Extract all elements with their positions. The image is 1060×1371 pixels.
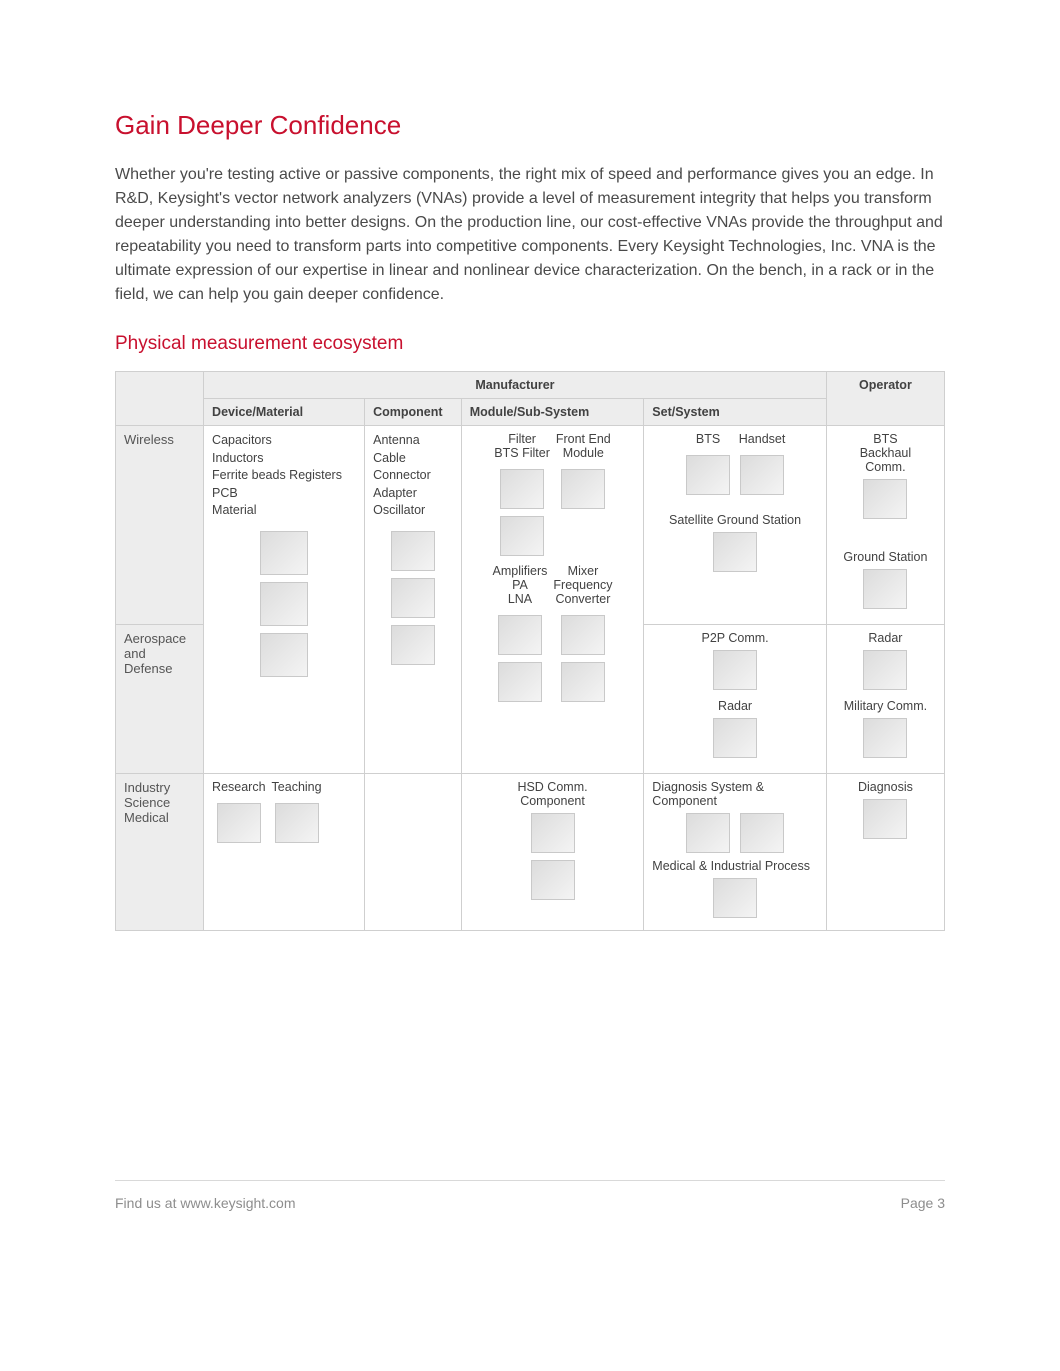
placeholder-image-icon [275, 803, 319, 843]
cell-set-system: Diagnosis System & Component Medical & I… [644, 774, 827, 931]
page-title: Gain Deeper Confidence [115, 110, 945, 141]
col-module: Module/Sub-System [461, 399, 644, 426]
placeholder-image-icon [713, 718, 757, 758]
placeholder-image-icon [561, 662, 605, 702]
module-label: Amplifiers PA LNA [493, 564, 548, 606]
page-footer: Find us at www.keysight.com Page 3 [115, 1180, 945, 1211]
header-blank [116, 372, 204, 426]
placeholder-image-icon [713, 650, 757, 690]
device-label: Research [212, 780, 266, 794]
module-label: Filter BTS Filter [494, 432, 550, 460]
module-label: Front End Module [556, 432, 611, 460]
cell-device-material: Research Teaching [204, 774, 365, 931]
operator-label: Diagnosis [835, 780, 936, 794]
intro-paragraph: Whether you're testing active or passive… [115, 163, 945, 307]
placeholder-image-icon [740, 813, 784, 853]
placeholder-image-icon [740, 455, 784, 495]
cell-device-material: Capacitors Inductors Ferrite beads Regis… [204, 426, 365, 774]
placeholder-image-icon [260, 582, 308, 626]
ecosystem-table: Manufacturer Operator Device/Material Co… [115, 371, 945, 931]
placeholder-image-icon [686, 813, 730, 853]
placeholder-image-icon [391, 625, 435, 665]
placeholder-image-icon [500, 469, 544, 509]
component-list: Antenna Cable Connector Adapter Oscillat… [373, 432, 453, 520]
operator-label: Radar [835, 631, 936, 645]
placeholder-image-icon [561, 615, 605, 655]
footer-right: Page 3 [901, 1195, 945, 1211]
placeholder-image-icon [713, 878, 757, 918]
operator-label: Ground Station [835, 550, 936, 564]
placeholder-image-icon [260, 531, 308, 575]
col-set-system: Set/System [644, 399, 827, 426]
module-label: HSD Comm. Component [470, 780, 636, 808]
device-label: Teaching [272, 780, 322, 794]
placeholder-image-icon [498, 615, 542, 655]
cell-operator: BTS Backhaul Comm. Ground Station [826, 426, 944, 625]
cell-component: Antenna Cable Connector Adapter Oscillat… [365, 426, 462, 774]
placeholder-image-icon [863, 650, 907, 690]
placeholder-image-icon [391, 531, 435, 571]
placeholder-image-icon [391, 578, 435, 618]
set-label: BTS [696, 432, 720, 446]
cell-module: Filter BTS Filter Front End Module Ampli… [461, 426, 644, 774]
col-component: Component [365, 399, 462, 426]
header-manufacturer: Manufacturer [204, 372, 827, 399]
cell-operator: Radar Military Comm. [826, 625, 944, 774]
placeholder-image-icon [686, 455, 730, 495]
footer-left: Find us at www.keysight.com [115, 1195, 296, 1211]
placeholder-image-icon [863, 479, 907, 519]
cell-module: HSD Comm. Component [461, 774, 644, 931]
placeholder-image-icon [561, 469, 605, 509]
cell-component-empty [365, 774, 462, 931]
table-row: Industry Science Medical Research Teachi… [116, 774, 945, 931]
row-label-wireless: Wireless [116, 426, 204, 625]
set-label: Satellite Ground Station [652, 513, 818, 527]
placeholder-image-icon [713, 532, 757, 572]
operator-label: Military Comm. [835, 699, 936, 713]
cell-set-system: P2P Comm. Radar [644, 625, 827, 774]
set-label: P2P Comm. [652, 631, 818, 645]
placeholder-image-icon [500, 516, 544, 556]
row-label-industry: Industry Science Medical [116, 774, 204, 931]
cell-operator: Diagnosis [826, 774, 944, 931]
operator-label: BTS Backhaul Comm. [835, 432, 936, 474]
cell-set-system: BTS Handset Satellite Ground Station [644, 426, 827, 625]
header-operator: Operator [826, 372, 944, 426]
set-label: Radar [652, 699, 818, 713]
placeholder-image-icon [863, 799, 907, 839]
placeholder-image-icon [531, 813, 575, 853]
placeholder-image-icon [498, 662, 542, 702]
placeholder-image-icon [531, 860, 575, 900]
module-label: Mixer Frequency Converter [553, 564, 612, 606]
placeholder-image-icon [260, 633, 308, 677]
placeholder-image-icon [863, 718, 907, 758]
set-label: Diagnosis System & Component [652, 780, 818, 808]
col-device-material: Device/Material [204, 399, 365, 426]
table-column-header: Device/Material Component Module/Sub-Sys… [116, 399, 945, 426]
placeholder-image-icon [863, 569, 907, 609]
table-row: Wireless Capacitors Inductors Ferrite be… [116, 426, 945, 625]
device-material-list: Capacitors Inductors Ferrite beads Regis… [212, 432, 356, 520]
set-label: Handset [739, 432, 786, 446]
table-super-header: Manufacturer Operator [116, 372, 945, 399]
section-subtitle: Physical measurement ecosystem [115, 333, 945, 355]
placeholder-image-icon [217, 803, 261, 843]
set-label: Medical & Industrial Process [652, 859, 818, 873]
row-label-aerospace: Aerospace and Defense [116, 625, 204, 774]
